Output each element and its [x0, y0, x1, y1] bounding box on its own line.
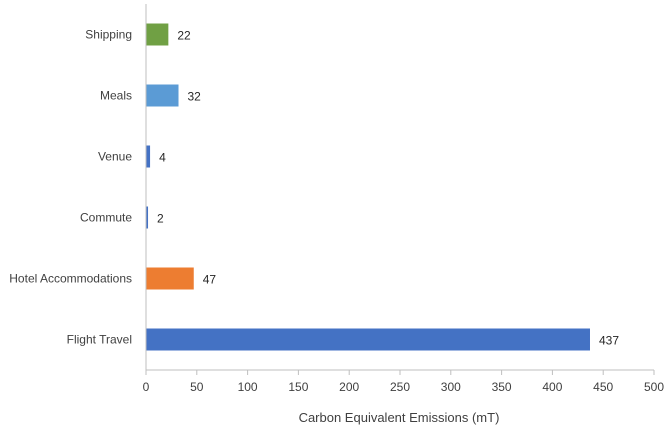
x-tick-label-100: 100	[238, 380, 258, 394]
category-label-venue: Venue	[98, 150, 132, 164]
x-axis-title: Carbon Equivalent Emissions (mT)	[299, 410, 500, 425]
category-label-hotel-accommodations: Hotel Accommodations	[9, 272, 132, 286]
value-label-hotel-accommodations: 47	[203, 273, 217, 287]
value-label-venue: 4	[159, 151, 166, 165]
x-tick-label-50: 50	[190, 380, 204, 394]
category-label-commute: Commute	[80, 211, 132, 225]
x-tick-label-250: 250	[390, 380, 410, 394]
bar-flight-travel	[146, 328, 590, 351]
bar-meals	[146, 84, 179, 107]
x-tick-label-150: 150	[288, 380, 308, 394]
x-tick-label-200: 200	[339, 380, 359, 394]
category-label-meals: Meals	[100, 89, 132, 103]
category-label-shipping: Shipping	[85, 28, 132, 42]
value-label-flight-travel: 437	[599, 334, 619, 348]
x-tick-label-350: 350	[492, 380, 512, 394]
x-tick-label-400: 400	[542, 380, 562, 394]
x-axis-ticks: 0 50 100 150 200 250 300 350 400 450 500	[143, 370, 664, 394]
x-tick-label-0: 0	[143, 380, 150, 394]
bar-shipping	[146, 23, 169, 46]
x-tick-label-300: 300	[441, 380, 461, 394]
bars-group	[146, 23, 590, 351]
x-tick-label-500: 500	[644, 380, 664, 394]
value-label-commute: 2	[157, 212, 164, 226]
category-labels: Shipping Meals Venue Commute Hotel Accommoda…	[9, 28, 132, 347]
category-label-flight-travel: Flight Travel	[67, 333, 132, 347]
bar-hotel-accommodations	[146, 267, 194, 290]
value-label-meals: 32	[188, 90, 202, 104]
value-label-shipping: 22	[177, 29, 191, 43]
x-tick-label-450: 450	[593, 380, 613, 394]
bar-commute	[146, 206, 149, 229]
bar-venue	[146, 145, 151, 168]
